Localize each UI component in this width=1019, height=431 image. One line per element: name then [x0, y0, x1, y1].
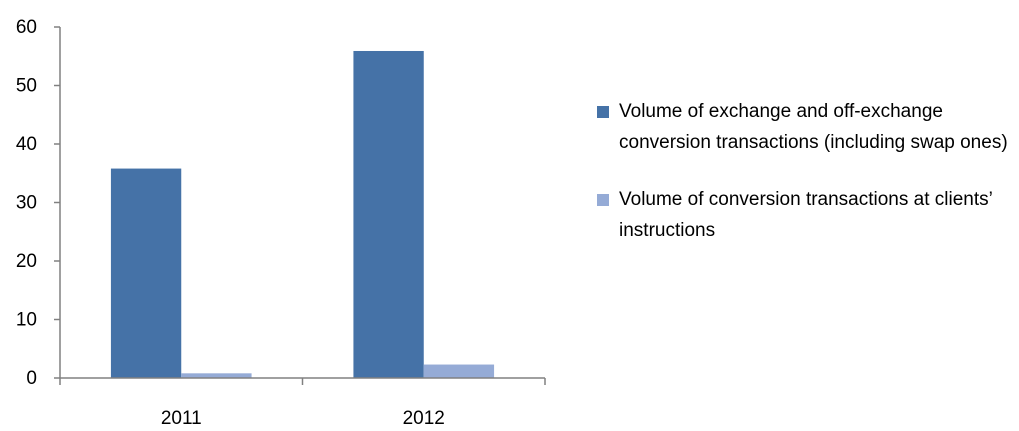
bar-series-2-2011 — [181, 373, 252, 378]
y-tick-label: 20 — [16, 251, 37, 272]
x-tick-label: 2011 — [161, 408, 202, 429]
x-tick-label: 2012 — [403, 408, 445, 429]
legend-swatch-series-2 — [597, 194, 609, 206]
y-axis-ticks: 0 10 20 30 40 50 60 — [16, 17, 60, 389]
legend-item-series-1: Volume of exchange and off-exchange conv… — [597, 96, 1012, 158]
y-tick-label: 30 — [16, 193, 37, 214]
legend-item-series-2: Volume of conversion transactions at cli… — [597, 184, 1012, 246]
bar-series-2-2012 — [423, 364, 495, 378]
bar-series-1-2011 — [110, 168, 182, 378]
bars — [110, 50, 495, 379]
y-tick-label: 10 — [16, 310, 37, 331]
bar-series-1-2012 — [353, 50, 424, 379]
y-tick-label: 40 — [16, 134, 37, 155]
y-tick-label: 60 — [16, 17, 37, 38]
legend-swatch-series-1 — [597, 106, 609, 118]
y-tick-label: 0 — [26, 368, 37, 389]
legend: Volume of exchange and off-exchange conv… — [597, 96, 1012, 272]
legend-label-series-2: Volume of conversion transactions at cli… — [619, 189, 993, 241]
bar-chart: 0 10 20 30 40 50 60 2011 2012 — [16, 17, 546, 429]
x-axis-ticks: 2011 2012 — [59, 378, 546, 429]
legend-label-series-1: Volume of exchange and off-exchange conv… — [619, 101, 1008, 153]
y-tick-label: 50 — [16, 76, 37, 97]
